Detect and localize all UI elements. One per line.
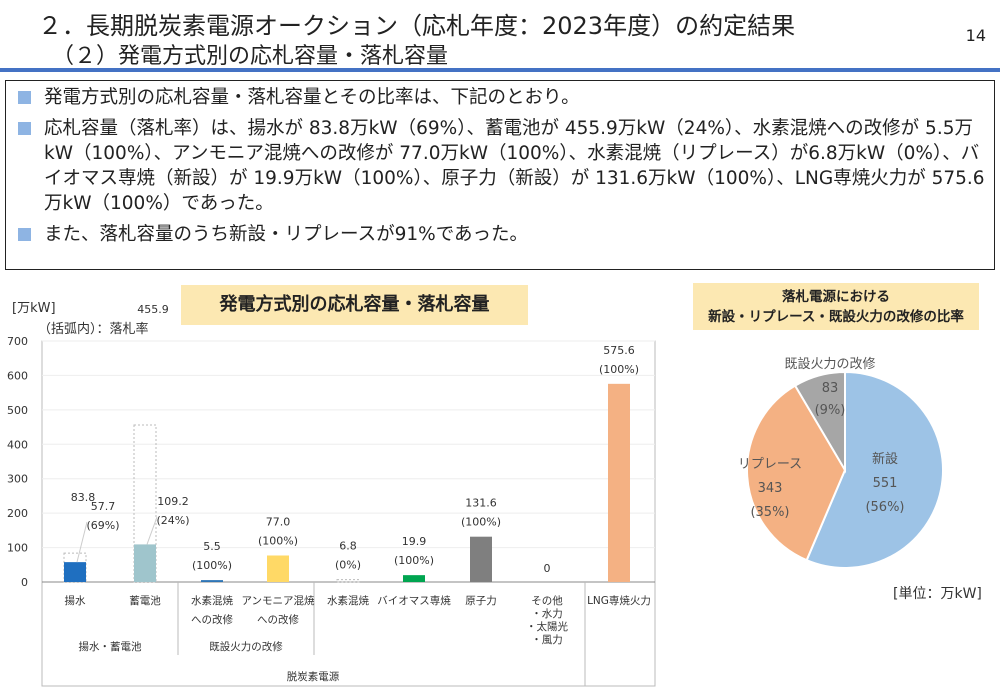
leader-line <box>76 521 88 563</box>
applied-value-label: 6.8 <box>339 540 357 553</box>
bar-chart-title: 発電方式別の応札容量・落札容量 <box>181 285 528 325</box>
pie-slice-value: 343 <box>758 481 783 496</box>
y-tick-label: 200 <box>7 507 28 520</box>
rate-label: (24%) <box>156 514 189 527</box>
category-label: への改修 <box>191 613 233 626</box>
y-tick-label: 100 <box>7 542 28 555</box>
category-label: 水素混焼 <box>191 594 233 607</box>
y-tick-label: 600 <box>7 369 28 382</box>
category-label: バイオマス専焼 <box>377 595 451 607</box>
category-label: ・太陽光 <box>526 620 568 633</box>
group-label: 脱炭素電源 <box>287 670 340 683</box>
bullet-square-icon <box>18 122 31 135</box>
awarded-value-label: 109.2 <box>157 495 189 508</box>
awarded-bar <box>64 562 86 582</box>
category-label: 原子力 <box>465 594 497 607</box>
awarded-bar <box>267 555 289 582</box>
pie-slice-value: 83 <box>822 381 839 396</box>
bar-chart: 0 100 200 300 400 500 600 700 83.857.7 (69%) 揚水 455… <box>7 303 656 687</box>
pie-chart: 新設 551 (56%) リプレース 343 (35%) 既設火力の改修 83 (9%) <box>738 356 944 569</box>
applied-value-label: 575.6 <box>603 344 635 357</box>
pie-chart-title: 落札電源における 新設・リプレース・既設火力の改修の比率 <box>693 283 979 330</box>
rate-label: (100%) <box>461 516 501 529</box>
pie-title-line2: 新設・リプレース・既設火力の改修の比率 <box>708 309 964 325</box>
pie-slice-label: 既設火力の改修 <box>784 356 875 372</box>
pie-slice-percent: (9%) <box>815 403 846 418</box>
pie-slice-label: リプレース <box>738 457 802 472</box>
pie-slice-label: 新設 <box>872 451 898 467</box>
category-label: その他 <box>531 594 563 607</box>
page-number: 14 <box>965 26 986 45</box>
bullet-text: また、落札容量のうち新設・リプレースが91%であった。 <box>44 224 529 245</box>
category-label: ・風力 <box>531 633 563 646</box>
pie-slice-percent: (56%) <box>865 500 904 515</box>
bullet-square-icon <box>18 228 31 241</box>
rate-label: (100%) <box>394 554 434 567</box>
category-label: アンモニア混焼 <box>241 595 315 607</box>
applied-value-label: 5.5 <box>203 540 221 553</box>
slide-subtitle: （２）発電方式別の応札容量・落札容量 <box>52 44 449 69</box>
awarded-bar <box>403 575 425 582</box>
slide-title: ２．長期脱炭素電源オークション（応札年度：2023年度）の約定結果 <box>38 12 796 40</box>
leader-line <box>146 516 158 545</box>
y-tick-label: 0 <box>21 576 28 589</box>
y-tick-label: 700 <box>7 335 28 348</box>
applied-value-label: 455.9 <box>137 303 169 316</box>
applied-value-label: 77.0 <box>266 515 291 528</box>
y-axis-unit: [万kW] <box>12 301 56 316</box>
chart-note: （括弧内）：落札率 <box>38 322 149 337</box>
awarded-value-label: 57.7 <box>91 500 116 513</box>
applied-value-label: 83.8 <box>71 491 96 504</box>
rate-label: (69%) <box>86 519 119 532</box>
rate-label: (100%) <box>258 534 298 547</box>
pie-slice <box>793 370 846 474</box>
category-label: 揚水 <box>65 594 86 607</box>
y-tick-label: 300 <box>7 473 28 486</box>
awarded-bar <box>608 383 630 582</box>
awarded-bar <box>470 536 492 582</box>
applied-value-label: 19.9 <box>402 535 427 548</box>
pie-slice-value: 551 <box>873 476 898 491</box>
awarded-bar <box>134 544 156 582</box>
summary-bullet: 応札容量（落札率）は、揚水が 83.8万kW（69%）、蓄電池が 455.9万k… <box>18 116 986 216</box>
rate-label: (100%) <box>599 363 639 376</box>
awarded-bar <box>201 580 223 582</box>
group-label: 既設火力の改修 <box>209 640 283 653</box>
bullet-text: 発電方式別の応札容量・落札容量とその比率は、下記のとおり。 <box>44 87 580 108</box>
applied-value-label: 0 <box>544 562 551 575</box>
rate-label: (100%) <box>192 559 232 572</box>
pie-slice <box>805 370 944 569</box>
bullet-square-icon <box>18 91 31 104</box>
y-tick-label: 400 <box>7 438 28 451</box>
y-tick-label: 500 <box>7 404 28 417</box>
summary-box: 発電方式別の応札容量・落札容量とその比率は、下記のとおり。 応札容量（落札率）は… <box>5 80 995 270</box>
title-divider <box>0 68 1000 72</box>
rate-label: (0%) <box>335 559 361 572</box>
category-label: への改修 <box>257 613 299 626</box>
category-label: 水素混焼 <box>327 594 369 607</box>
applied-value-label: 131.6 <box>465 497 497 510</box>
bullet-text: 応札容量（落札率）は、揚水が 83.8万kW（69%）、蓄電池が 455.9万k… <box>44 118 985 214</box>
pie-title-line1: 落札電源における <box>782 289 890 305</box>
summary-bullet: また、落札容量のうち新設・リプレースが91%であった。 <box>18 222 986 247</box>
category-label: ・水力 <box>531 607 563 620</box>
pie-unit: [単位：万kW] <box>893 586 982 602</box>
category-label: 蓄電池 <box>129 594 161 607</box>
pie-slice-percent: (35%) <box>750 505 789 520</box>
summary-bullet: 発電方式別の応札容量・落札容量とその比率は、下記のとおり。 <box>18 85 986 110</box>
group-label: 揚水・蓄電池 <box>79 640 142 653</box>
category-label: LNG専焼火力 <box>587 594 651 607</box>
